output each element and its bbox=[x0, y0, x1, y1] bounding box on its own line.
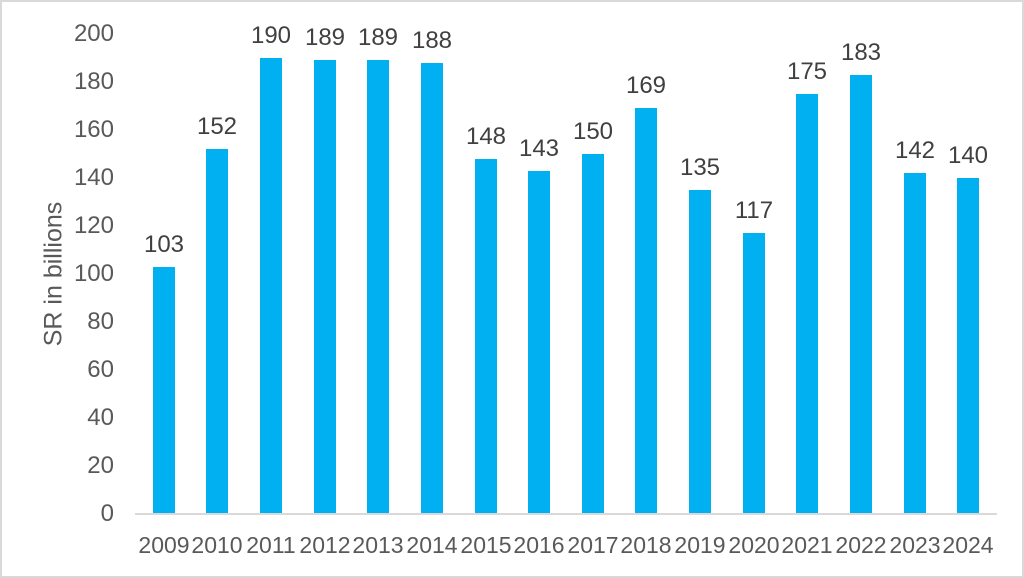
x-tick-label-2010: 2010 bbox=[191, 532, 243, 558]
data-label-2010: 152 bbox=[196, 113, 238, 140]
bar-2011 bbox=[260, 58, 282, 514]
y-tick-label: 60 bbox=[87, 356, 114, 383]
x-tick-label-2012: 2012 bbox=[299, 532, 351, 558]
x-tick-label-2019: 2019 bbox=[674, 532, 726, 558]
x-tick-label-2013: 2013 bbox=[352, 532, 404, 558]
data-label-2014: 188 bbox=[411, 27, 453, 54]
data-label-2022: 183 bbox=[840, 39, 882, 66]
y-tick-label: 0 bbox=[100, 500, 114, 527]
y-tick-label: 80 bbox=[87, 308, 114, 335]
x-tick-label-2011: 2011 bbox=[246, 532, 296, 558]
x-tick-label-2017: 2017 bbox=[567, 532, 619, 558]
bar-2024 bbox=[957, 178, 979, 514]
y-tick-label: 20 bbox=[87, 452, 114, 479]
data-label-2019: 135 bbox=[679, 154, 721, 181]
data-label-2018: 169 bbox=[625, 72, 667, 99]
y-tick-label: 120 bbox=[73, 212, 114, 239]
data-label-2020: 117 bbox=[734, 197, 774, 224]
y-tick-label: 40 bbox=[87, 404, 114, 431]
y-tick-label: 180 bbox=[73, 68, 114, 95]
x-tick-label-2022: 2022 bbox=[835, 532, 887, 558]
y-tick-label: 140 bbox=[73, 164, 114, 191]
bar-2015 bbox=[475, 159, 497, 514]
x-tick-label-2021: 2021 bbox=[781, 532, 833, 558]
data-label-2012: 189 bbox=[304, 24, 346, 51]
data-label-2015: 148 bbox=[465, 123, 507, 150]
y-tick-label: 160 bbox=[73, 116, 114, 143]
x-tick-label-2023: 2023 bbox=[889, 532, 941, 558]
y-tick-label: 200 bbox=[73, 20, 114, 47]
data-label-2017: 150 bbox=[572, 118, 614, 145]
data-label-2016: 143 bbox=[518, 135, 560, 162]
data-label-2021: 175 bbox=[786, 58, 828, 85]
x-tick-label-2024: 2024 bbox=[942, 532, 994, 558]
x-tick-label-2014: 2014 bbox=[406, 532, 458, 558]
bar-2014 bbox=[421, 63, 443, 514]
bar-2019 bbox=[689, 190, 711, 514]
y-tick-label: 100 bbox=[73, 260, 114, 287]
bar-2013 bbox=[367, 60, 389, 514]
data-label-2009: 103 bbox=[143, 231, 185, 258]
bar-2023 bbox=[904, 173, 926, 514]
bar-2009 bbox=[153, 267, 175, 514]
bar-2018 bbox=[635, 108, 657, 514]
bar-2016 bbox=[528, 171, 550, 514]
x-axis-line bbox=[135, 513, 997, 515]
data-label-2011: 190 bbox=[250, 22, 292, 49]
bar-2021 bbox=[796, 94, 818, 514]
bar-2010 bbox=[206, 149, 228, 514]
data-label-2013: 189 bbox=[357, 24, 399, 51]
data-label-2024: 140 bbox=[947, 142, 989, 169]
data-label-2023: 142 bbox=[894, 137, 936, 164]
x-tick-label-2018: 2018 bbox=[620, 532, 672, 558]
bar-2020 bbox=[743, 233, 765, 514]
x-tick-label-2009: 2009 bbox=[138, 532, 190, 558]
bar-2022 bbox=[850, 75, 872, 514]
bar-2012 bbox=[314, 60, 336, 514]
x-tick-label-2020: 2020 bbox=[728, 532, 780, 558]
x-tick-label-2016: 2016 bbox=[513, 532, 565, 558]
x-tick-label-2015: 2015 bbox=[460, 532, 512, 558]
bar-2017 bbox=[582, 154, 604, 514]
